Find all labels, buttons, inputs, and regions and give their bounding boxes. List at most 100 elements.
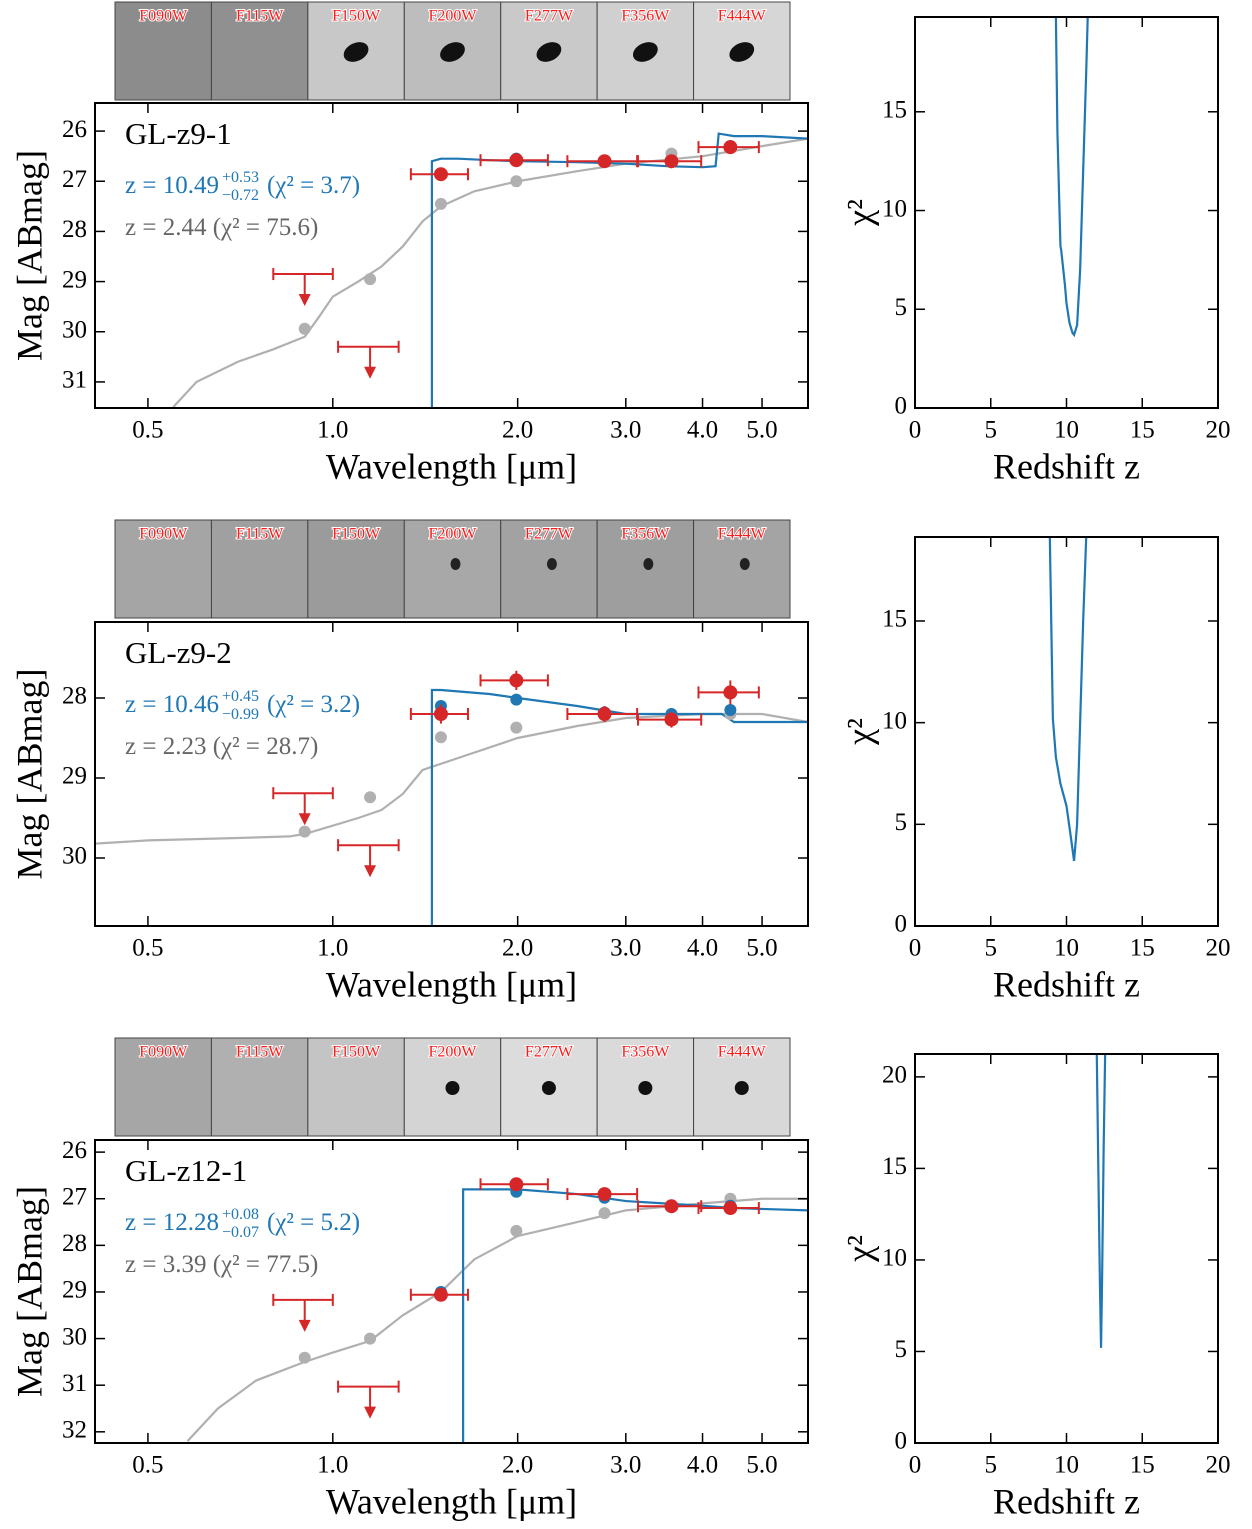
cutout-label: F444W [718,1044,767,1061]
annotation-text: z = 10.49 [125,172,219,199]
plot-area [1054,17,1089,338]
x-tick-label: 0 [909,1452,922,1479]
y-tick-label: 5 [895,1336,908,1363]
y-tick-label: 20 [882,1062,907,1089]
x-tick-label: 20 [1206,935,1231,962]
observed-photometry [723,685,738,700]
y-axis-label: Mag [ABmag] [9,1186,49,1397]
cutout-label: F444W [718,526,767,543]
y-tick-label: 32 [62,1417,87,1444]
x-tick-label: 4.0 [687,935,718,962]
source [739,558,750,570]
x-tick-label: 0.5 [132,417,163,444]
observed-photometry [664,1199,679,1214]
upper-limit-head [364,1406,377,1419]
annotation-text: z = 12.28 [125,1209,219,1236]
y-tick-label: 0 [895,911,908,938]
observed-photometry [723,140,738,155]
upper-limit-head [364,366,377,379]
model-photometry [434,731,447,744]
plot-frame [914,536,1219,927]
model-spectrum [1095,1054,1107,1348]
cutout-label: F444W [718,8,767,25]
x-tick-label: 5 [985,1452,998,1479]
source [734,1081,749,1095]
annotation: z = 10.49 +0.53 −0.72 (χ² = 3.7) [125,169,360,204]
cutout-label: F115W [236,526,284,543]
model-photometry [364,1332,377,1345]
chi2-text: (χ² = 5.2) [267,1209,360,1236]
x-axis-label: Wavelength [μm] [326,446,577,486]
cutout-label: F277W [525,8,574,25]
x-tick-label: 4.0 [687,1452,718,1479]
x-tick-label: 0 [909,935,922,962]
cutout-label: F356W [621,8,670,25]
x-tick-label: 1.0 [317,935,348,962]
x-tick-label: 0 [909,417,922,444]
error-minus: −0.72 [222,187,259,204]
x-axis-label: Redshift z [993,1481,1140,1521]
x-axis-label: Wavelength [μm] [326,964,577,1004]
y-axis-label: χ² [839,1235,879,1263]
cutout-image [210,519,309,619]
y-tick-label: 29 [62,763,87,790]
chi2-text: (χ² = 3.7) [267,172,360,199]
plot-frame [94,1139,809,1444]
error-minus: −0.07 [222,1224,259,1241]
y-tick-label: 26 [62,1137,87,1164]
x-tick-label: 5.0 [746,1452,777,1479]
y-tick-label: 30 [62,1323,87,1350]
plot-area [172,132,808,408]
source [445,1081,460,1095]
annotation: GL-z9-1 [125,116,232,151]
annotation-text: z = 10.46 [125,691,219,718]
cutout-image [500,519,598,619]
error-plus: +0.45 [222,688,259,705]
y-tick-label: 27 [62,166,87,193]
y-tick-label: 5 [895,294,908,321]
upper-limit-head [364,865,377,878]
observed-photometry [597,1187,612,1202]
x-tick-label: 3.0 [610,417,641,444]
cutout-image [114,519,212,619]
upper-limit-head [298,1319,311,1332]
error-minus: −0.99 [222,706,259,723]
annotation-text: GL-z12-1 [125,1153,247,1188]
annotation-text: GL-z9-1 [125,116,232,151]
cutout-label: F150W [332,526,381,543]
annotation: GL-z12-1 [125,1153,247,1188]
model-photometry [510,175,523,188]
y-tick-label: 30 [62,316,87,343]
model-photometry [298,322,311,335]
plot-frame [914,16,1219,409]
annotation-text: GL-z9-2 [125,635,232,670]
y-tick-label: 29 [62,266,87,293]
cutout-label: F277W [525,1044,574,1061]
cutout-image [693,519,791,619]
x-tick-label: 0.5 [132,1452,163,1479]
observed-photometry [433,707,448,721]
cutout-image [210,1037,309,1137]
plot-frame [914,1053,1219,1444]
observed-photometry [433,1287,448,1302]
source [546,558,557,570]
x-tick-label: 1.0 [317,1452,348,1479]
x-tick-label: 5 [985,417,998,444]
x-tick-label: 15 [1130,1452,1155,1479]
chi2-text: (χ² = 3.2) [267,691,360,718]
cutout-label: F356W [621,1044,670,1061]
y-tick-label: 29 [62,1277,87,1304]
x-axis-label: Redshift z [993,446,1140,486]
cutout-label: F090W [139,526,188,543]
y-tick-label: 31 [62,367,87,394]
model-photometry [298,825,311,838]
cutout-label: F150W [332,8,381,25]
annotation: z = 2.23 (χ² = 28.7) [125,733,318,760]
annotation-text: z = 2.23 (χ² = 28.7) [125,733,318,760]
cutout-image [307,1037,405,1137]
x-tick-label: 1.0 [317,417,348,444]
x-tick-label: 5.0 [746,417,777,444]
source [343,42,369,62]
